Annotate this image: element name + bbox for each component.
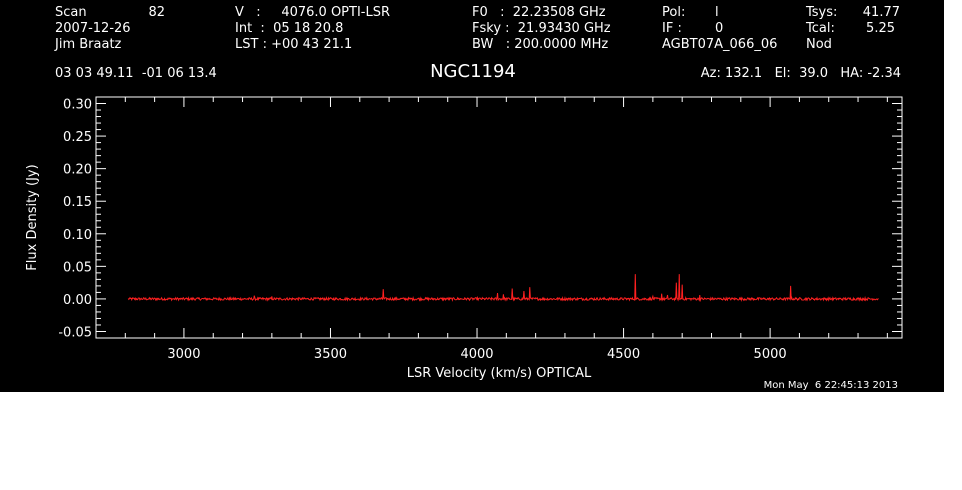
- tcal-label: Tcal:: [806, 21, 835, 36]
- spectrum-chart: 3000 3500 4000 4500 5000 -0.05 0.00 0.05 0.10 0.1…: [25, 96, 903, 381]
- axis-ticks: 3000 3500 4000 4500 5000 -0.05 0.00 0.05 0.10 0.1…: [58, 96, 902, 362]
- observing-mode: Nod: [806, 37, 832, 52]
- y-tick-label: 0.25: [63, 130, 92, 145]
- y-tick-label: -0.05: [58, 325, 92, 340]
- tsys-label: Tsys:: [806, 5, 838, 20]
- plot-timestamp: Mon May 6 22:45:13 2013: [763, 380, 898, 391]
- rest-frequency: F0 : 22.23508 GHz: [472, 5, 606, 20]
- bandwidth: BW : 200.0000 MHz: [472, 37, 609, 52]
- scan-number: 82: [148, 5, 165, 20]
- y-tick-label: 0.20: [63, 163, 92, 178]
- scan-label: Scan: [55, 5, 87, 20]
- integration-info: Int : 05 18 20.8: [235, 21, 344, 36]
- x-tick-label: 4500: [607, 347, 640, 362]
- y-tick-label: 0.15: [63, 195, 92, 210]
- observer-name: Jim Braatz: [55, 37, 122, 52]
- observation-date: 2007-12-26: [55, 21, 131, 36]
- y-tick-label: 0.30: [63, 98, 92, 113]
- x-tick-label: 3000: [167, 347, 200, 362]
- tsys-value: 41.77: [862, 5, 900, 20]
- polarization-value: l: [715, 5, 719, 20]
- velocity-info: V : 4076.0 OPTI-LSR: [235, 5, 391, 20]
- y-axis-label: Flux Density (Jy): [25, 164, 40, 270]
- project-id: AGBT07A_066_06: [662, 37, 778, 52]
- x-tick-label: 5000: [754, 347, 787, 362]
- spectrum-trace-layer: [127, 274, 879, 303]
- source-name: NGC1194: [430, 61, 516, 82]
- x-tick-label: 3500: [314, 347, 347, 362]
- x-axis-label: LSR Velocity (km/s) OPTICAL: [407, 366, 592, 381]
- source-coordinates: 03 03 49.11 -01 06 13.4: [55, 66, 217, 81]
- y-tick-label: 0.00: [63, 293, 92, 308]
- tcal-value: 5.25: [866, 21, 895, 36]
- spectrum-line: [127, 274, 879, 303]
- if-value: 0: [715, 21, 724, 36]
- plot-frame: [95, 96, 903, 339]
- polarization-label: Pol:: [662, 5, 686, 20]
- x-tick-label: 4000: [460, 347, 493, 362]
- lst-info: LST : +00 43 21.1: [235, 37, 353, 52]
- y-tick-label: 0.05: [63, 260, 92, 275]
- y-tick-label: 0.10: [63, 228, 92, 243]
- if-label: IF :: [662, 21, 682, 36]
- az-el-ha: Az: 132.1 El: 39.0 HA: -2.34: [700, 66, 901, 81]
- plot-background: [0, 0, 944, 392]
- sky-frequency: Fsky : 21.93430 GHz: [472, 21, 611, 36]
